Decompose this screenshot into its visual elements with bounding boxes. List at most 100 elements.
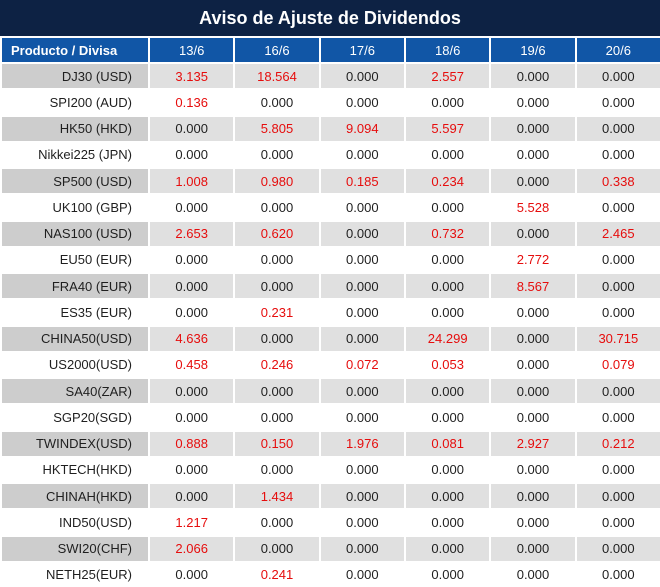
product-label: US2000(USD) — [2, 352, 148, 377]
table-row: TWINDEX(USD) 0.888 0.150 1.976 0.081 2.927 0.2… — [0, 431, 660, 456]
dividend-value: 0.000 — [491, 142, 575, 167]
dividend-value: 0.079 — [576, 352, 660, 377]
table-body: DJ30 (USD) 3.135 18.564 0.000 2.557 0.000 0.00… — [0, 64, 660, 587]
dividend-value: 0.000 — [491, 352, 575, 377]
product-label: CHINAH(HKD) — [2, 484, 148, 509]
title-bar: Aviso de Ajuste de Dividendos — [0, 0, 660, 36]
dividend-value: 0.000 — [406, 300, 490, 325]
column-header-date: 20/6 — [576, 38, 660, 62]
dividend-value: 0.000 — [491, 300, 575, 325]
product-label: Nikkei225 (JPN) — [2, 142, 148, 167]
dividend-value: 0.000 — [320, 247, 404, 272]
dividend-value: 0.000 — [406, 142, 490, 167]
dividend-value: 0.185 — [320, 169, 404, 194]
table-row: SP500 (USD) 1.008 0.980 0.185 0.234 0.000 0.33… — [0, 169, 660, 194]
dividend-value: 0.000 — [320, 142, 404, 167]
product-label: NAS100 (USD) — [2, 221, 148, 246]
dividend-value: 5.597 — [406, 116, 490, 141]
dividend-value: 0.000 — [576, 274, 660, 299]
dividend-value: 0.000 — [320, 379, 404, 404]
dividend-value: 0.000 — [320, 90, 404, 115]
dividend-value: 0.000 — [150, 116, 234, 141]
dividend-value: 0.000 — [235, 142, 319, 167]
dividend-value: 4.636 — [150, 326, 234, 351]
dividend-value: 0.000 — [406, 484, 490, 509]
dividend-value: 0.000 — [406, 379, 490, 404]
dividend-value: 0.000 — [320, 274, 404, 299]
dividend-value: 0.000 — [235, 457, 319, 482]
dividend-value: 0.246 — [235, 352, 319, 377]
dividend-value: 5.528 — [491, 195, 575, 220]
product-label: SA40(ZAR) — [2, 379, 148, 404]
dividend-value: 0.000 — [576, 90, 660, 115]
column-header-date: 19/6 — [491, 38, 575, 62]
column-header-date: 13/6 — [150, 38, 234, 62]
dividend-value: 0.000 — [576, 562, 660, 587]
dividend-value: 0.150 — [235, 431, 319, 456]
dividend-value: 0.000 — [235, 510, 319, 535]
dividend-value: 30.715 — [576, 326, 660, 351]
dividend-value: 0.000 — [235, 247, 319, 272]
dividend-value: 8.567 — [491, 274, 575, 299]
dividend-value: 0.000 — [320, 457, 404, 482]
dividend-value: 5.805 — [235, 116, 319, 141]
dividend-value: 0.000 — [491, 326, 575, 351]
dividend-value: 0.000 — [235, 326, 319, 351]
dividend-value: 0.000 — [320, 536, 404, 561]
dividend-value: 0.000 — [491, 562, 575, 587]
dividend-value: 0.000 — [235, 536, 319, 561]
dividend-value: 0.000 — [150, 405, 234, 430]
dividend-value: 0.000 — [320, 195, 404, 220]
table-row: HK50 (HKD) 0.000 5.805 9.094 5.597 0.000 0.000 — [0, 116, 660, 141]
product-label: UK100 (GBP) — [2, 195, 148, 220]
dividend-value: 1.976 — [320, 431, 404, 456]
table-row: UK100 (GBP) 0.000 0.000 0.000 0.000 5.528 0.00… — [0, 195, 660, 220]
dividend-value: 0.000 — [576, 457, 660, 482]
dividend-value: 0.000 — [235, 274, 319, 299]
dividend-value: 0.000 — [150, 562, 234, 587]
dividend-value: 0.000 — [576, 379, 660, 404]
product-label: EU50 (EUR) — [2, 247, 148, 272]
table-row: NAS100 (USD) 2.653 0.620 0.000 0.732 0.000 2.4… — [0, 221, 660, 246]
dividend-value: 0.000 — [576, 300, 660, 325]
dividend-value: 0.053 — [406, 352, 490, 377]
dividend-value: 0.000 — [150, 484, 234, 509]
dividend-value: 0.212 — [576, 431, 660, 456]
product-label: CHINA50(USD) — [2, 326, 148, 351]
dividend-value: 0.000 — [491, 405, 575, 430]
dividend-value: 0.000 — [491, 379, 575, 404]
column-header-date: 17/6 — [320, 38, 404, 62]
dividend-value: 0.000 — [406, 536, 490, 561]
table-row: CHINA50(USD) 4.636 0.000 0.000 24.299 0.000 30… — [0, 326, 660, 351]
table-row: DJ30 (USD) 3.135 18.564 0.000 2.557 0.000 0.00… — [0, 64, 660, 89]
table-header-row: Producto / Divisa 13/6 16/6 17/6 18/6 19/6 20… — [0, 38, 660, 62]
dividend-value: 0.000 — [576, 142, 660, 167]
dividend-value: 0.072 — [320, 352, 404, 377]
product-label: SGP20(SGD) — [2, 405, 148, 430]
table-row: SWI20(CHF) 2.066 0.000 0.000 0.000 0.000 0.000 — [0, 536, 660, 561]
dividend-value: 0.000 — [150, 379, 234, 404]
page-title: Aviso de Ajuste de Dividendos — [199, 7, 461, 28]
dividend-value: 24.299 — [406, 326, 490, 351]
product-label: NETH25(EUR) — [2, 562, 148, 587]
table-row: SGP20(SGD) 0.000 0.000 0.000 0.000 0.000 0.000 — [0, 405, 660, 430]
product-label: TWINDEX(USD) — [2, 431, 148, 456]
table-row: Nikkei225 (JPN) 0.000 0.000 0.000 0.000 0.000… — [0, 142, 660, 167]
dividend-value: 0.000 — [406, 90, 490, 115]
dividend-value: 0.000 — [491, 90, 575, 115]
dividend-value: 0.000 — [150, 247, 234, 272]
dividend-value: 1.434 — [235, 484, 319, 509]
dividend-value: 0.000 — [491, 484, 575, 509]
dividend-value: 1.217 — [150, 510, 234, 535]
table-row: NETH25(EUR) 0.000 0.241 0.000 0.000 0.000 0.00… — [0, 562, 660, 587]
dividend-value: 0.000 — [406, 274, 490, 299]
product-label: SP500 (USD) — [2, 169, 148, 194]
table-row: FRA40 (EUR) 0.000 0.000 0.000 0.000 8.567 0.00… — [0, 274, 660, 299]
dividend-value: 0.000 — [576, 405, 660, 430]
dividend-value: 0.000 — [576, 195, 660, 220]
column-header-product-divisa: Producto / Divisa — [2, 38, 148, 62]
dividend-value: 0.000 — [491, 510, 575, 535]
dividend-value: 0.000 — [150, 195, 234, 220]
dividend-value: 3.135 — [150, 64, 234, 89]
dividend-value: 0.081 — [406, 431, 490, 456]
